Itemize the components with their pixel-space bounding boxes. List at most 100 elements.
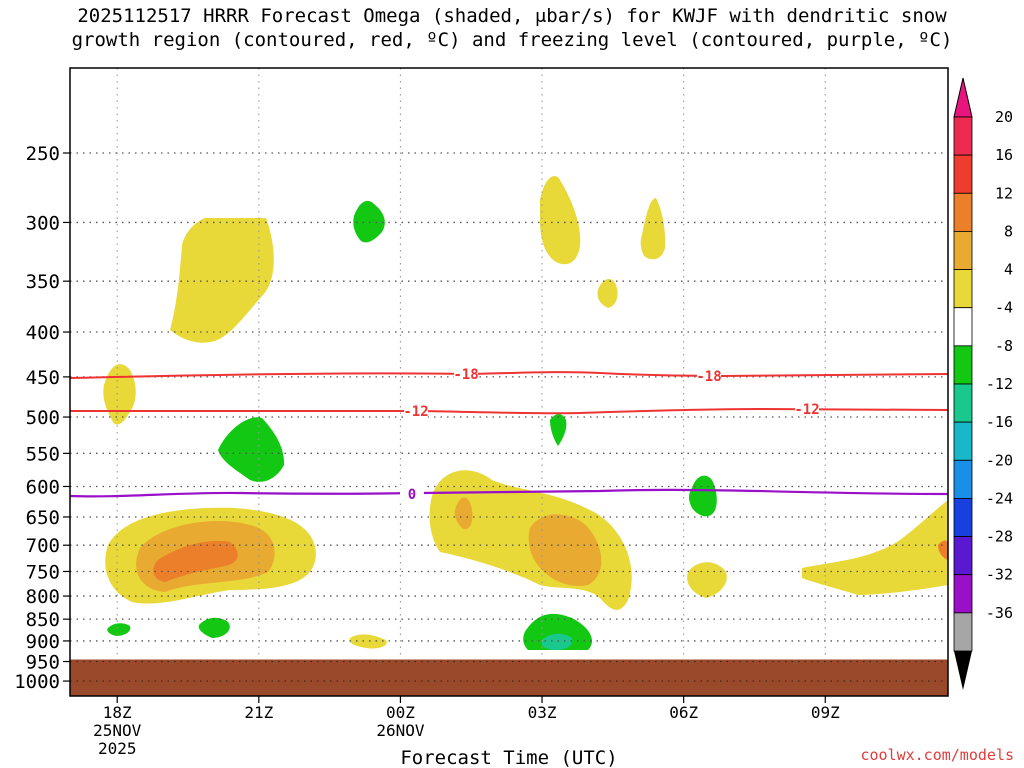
plot-frame [69, 67, 949, 697]
y-tick-label: 650 [26, 507, 60, 529]
colorbar-swatch [953, 307, 973, 347]
y-tick-label: 500 [26, 407, 60, 429]
colorbar-swatch [953, 231, 973, 270]
omega-contour-yellow [802, 500, 948, 595]
dgz-upper-contour [69, 371, 949, 379]
colorbar-swatch [953, 192, 973, 232]
x-axis-label: Forecast Time (UTC) [400, 747, 617, 768]
omega-contour-green [353, 200, 385, 243]
y-tick-label: 850 [26, 609, 60, 631]
colorbar-label: -16 [986, 413, 1013, 431]
omega-contour-gold [528, 514, 602, 586]
omega-contour-green [689, 475, 717, 517]
ground-layer [70, 659, 948, 696]
dgz-lower-contour [69, 407, 949, 415]
y-tick-label: 450 [26, 367, 60, 389]
colorbar-label: -28 [986, 528, 1013, 546]
dgz-lower-label-bg [404, 402, 428, 418]
credit-link[interactable]: coolwx.com/models [860, 746, 1014, 764]
x-tick-label: 18Z [103, 703, 132, 722]
colorbar-swatch [953, 269, 973, 309]
omega-contour-green [218, 417, 285, 482]
omega-contour-yellow [540, 176, 581, 265]
x-tick-label: 03Z [528, 703, 557, 722]
colorbar-bottom-arrow [954, 651, 972, 690]
colorbar-label: -20 [986, 451, 1013, 469]
omega-contour-teal [541, 633, 573, 650]
ground-fill [70, 659, 948, 696]
colorbar-label: 4 [1004, 261, 1013, 279]
contour-lines: -18 -18 -12 -12 0 [69, 365, 949, 503]
freezing-level-label-bg [400, 485, 424, 501]
colorbar-swatch [953, 421, 973, 461]
omega-contour-green [550, 414, 567, 446]
x-tick-year-label: 2025 [98, 739, 137, 758]
colorbar-label: -8 [995, 337, 1013, 355]
omega-contour-yellow [170, 218, 274, 343]
colorbar-swatch [953, 574, 973, 614]
colorbar-swatch [953, 383, 973, 423]
x-tick-label: 21Z [244, 703, 273, 722]
colorbar-label: 12 [995, 184, 1013, 202]
grid-lines [70, 68, 948, 696]
chart-title-line-2: growth region (contoured, red, ºC) and f… [71, 29, 953, 51]
y-tick-label: 350 [26, 271, 60, 293]
x-tick-label: 00Z [386, 703, 415, 722]
dgz-lower-label: -12 [403, 404, 428, 420]
omega-contour-yellow [597, 278, 618, 308]
omega-contour-yellow [349, 634, 387, 649]
omega-contour-yellow [687, 562, 727, 598]
dgz-upper-label: -18 [453, 367, 478, 383]
x-tick-date-label: 26NOV [376, 721, 425, 740]
y-tick-label: 400 [26, 322, 60, 344]
omega-contour-yellow [640, 198, 666, 260]
y-tick-label: 250 [26, 143, 60, 165]
dgz-lower-label: -12 [794, 402, 819, 418]
omega-contour-orange [938, 540, 948, 560]
omega-shading [103, 176, 948, 650]
colorbar-label: -36 [986, 604, 1013, 622]
colorbar: 20 16 12 8 4 -4 -8 -12 -16 -20 -24 -28 -32 -36 [953, 77, 1013, 690]
colorbar-label: 8 [1004, 222, 1013, 240]
y-tick-label: 700 [26, 535, 60, 557]
chart-title-line-1: 2025112517 HRRR Forecast Omega (shaded, … [77, 5, 947, 27]
dgz-lower-label-bg [795, 400, 819, 416]
colorbar-swatch [953, 536, 973, 576]
dgz-upper-label-bg [454, 365, 478, 381]
colorbar-label: -24 [986, 489, 1013, 507]
omega-contour-green [523, 613, 593, 650]
omega-contour-green [198, 617, 230, 638]
omega-contour-gold [454, 497, 473, 530]
omega-contour-yellow [103, 364, 136, 425]
y-tick-label: 550 [26, 443, 60, 465]
colorbar-top-arrow [953, 77, 973, 118]
x-tick-label: 06Z [669, 703, 698, 722]
colorbar-label: 16 [995, 146, 1013, 164]
colorbar-swatch [953, 498, 973, 537]
y-tick-label: 800 [26, 586, 60, 608]
chart-title: 2025112517 HRRR Forecast Omega (shaded, … [0, 4, 1024, 52]
colorbar-label: -12 [986, 375, 1013, 393]
colorbar-swatch [953, 116, 973, 156]
dgz-upper-label-bg [697, 367, 721, 383]
omega-contour-green [107, 623, 131, 636]
y-tick-label: 750 [26, 561, 60, 583]
dgz-upper-label: -18 [696, 369, 721, 385]
y-tick-label: 1000 [14, 671, 60, 693]
colorbar-swatch [953, 345, 973, 385]
colorbar-swatch [953, 459, 973, 499]
y-tick-label: 300 [26, 212, 60, 234]
x-tick-date-label: 25NOV [93, 721, 142, 740]
y-tick-label: 950 [26, 652, 60, 674]
freezing-level-contour [69, 488, 949, 498]
colorbar-swatch [953, 154, 973, 194]
colorbar-label: 20 [995, 108, 1013, 126]
freezing-level-label: 0 [408, 487, 416, 503]
colorbar-swatch [953, 612, 973, 652]
x-tick-label: 09Z [811, 703, 840, 722]
y-tick-label: 600 [26, 476, 60, 498]
colorbar-label: -4 [995, 299, 1013, 317]
